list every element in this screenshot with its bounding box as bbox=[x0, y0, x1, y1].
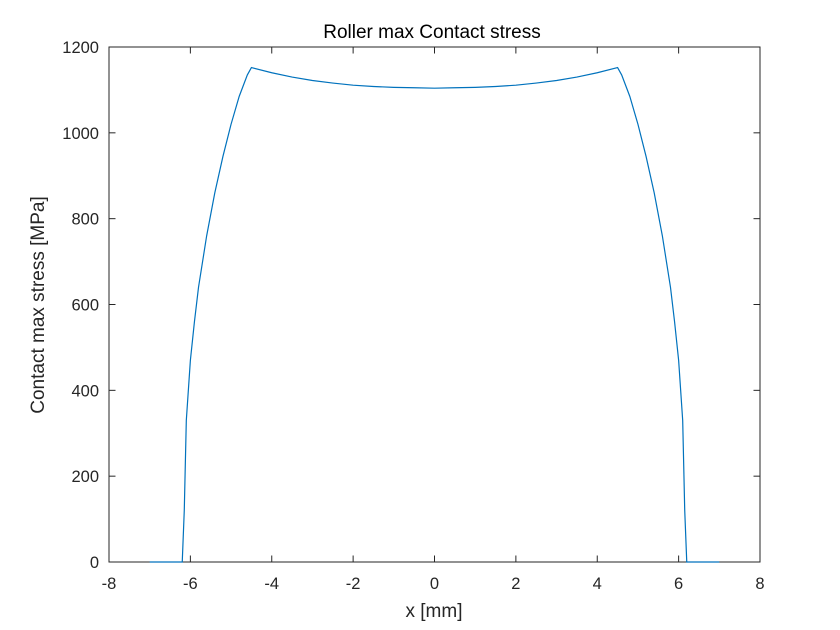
y-tick-label: 1200 bbox=[62, 39, 99, 57]
x-axis-label: x [mm] bbox=[406, 601, 463, 622]
x-tick-label: -6 bbox=[183, 575, 198, 593]
axes-box bbox=[108, 46, 761, 563]
x-tick-label: 4 bbox=[593, 575, 602, 593]
x-tick-label: -4 bbox=[264, 575, 279, 593]
y-tick-label: 400 bbox=[71, 382, 99, 400]
x-tick-label: 2 bbox=[511, 575, 520, 593]
x-tick-label: -8 bbox=[102, 575, 117, 593]
y-tick-label: 200 bbox=[71, 468, 99, 486]
x-tick-label: -2 bbox=[346, 575, 361, 593]
series-line bbox=[149, 66, 720, 563]
y-tick-label: 800 bbox=[71, 211, 99, 229]
plot-area bbox=[108, 46, 761, 563]
y-tick-label: 1000 bbox=[62, 125, 99, 143]
x-tick-label: 8 bbox=[755, 575, 764, 593]
x-tick-label: 6 bbox=[674, 575, 683, 593]
y-tick-label: 600 bbox=[71, 297, 99, 315]
y-axis: 0 200 400 600 800 1000 1200 bbox=[62, 39, 760, 572]
chart-title: Roller max Contact stress bbox=[323, 22, 541, 43]
y-axis-label: Contact max stress [MPa] bbox=[28, 196, 49, 414]
x-axis: -8 -6 -4 -2 0 2 4 6 8 bbox=[102, 47, 765, 593]
y-tick-label: 0 bbox=[90, 554, 99, 572]
x-tick-label: 0 bbox=[430, 575, 439, 593]
